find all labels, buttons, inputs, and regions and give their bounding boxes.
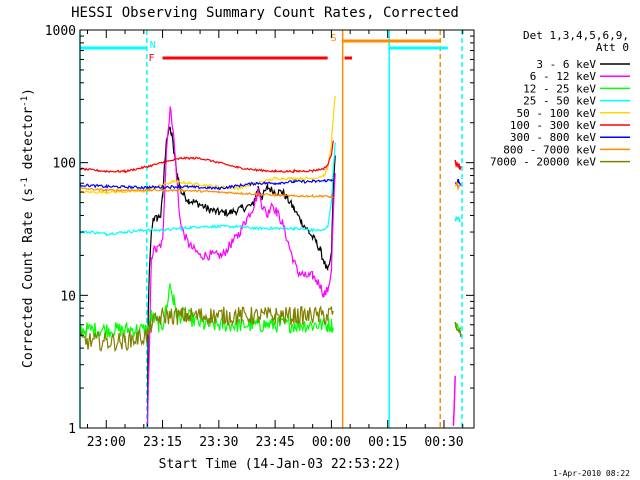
- flag-s-label: S: [331, 33, 337, 44]
- series-line-1: [146, 106, 336, 425]
- y-tick-label-3: 1000: [45, 24, 76, 39]
- series-line-8: [79, 305, 334, 353]
- plot-area: NF S 1 10 100 1000 23:00 23:15 23:30 23:45 00:00 00…: [45, 24, 475, 450]
- series-line-0: [146, 126, 336, 427]
- legend-header-line1: Det 1,3,4,5,6,9,: [523, 29, 629, 42]
- legend-label-3: 25 - 50 keV: [523, 95, 596, 108]
- x-tick-label-4: 00:00: [312, 435, 351, 450]
- series-line-4: [79, 95, 336, 195]
- x-tick-label-6: 00:30: [424, 435, 463, 450]
- legend-label-6: 300 - 800 keV: [510, 131, 596, 144]
- legend-label-8: 7000 - 20000 keV: [490, 156, 596, 169]
- y-tick-label-0: 1: [68, 422, 76, 437]
- flag-f-label: F: [149, 53, 155, 64]
- legend-label-4: 50 - 100 keV: [517, 107, 597, 120]
- series-tail-5: [454, 321, 462, 338]
- y-axis-label-sup2: -1: [20, 96, 30, 107]
- chart-title: HESSI Observing Summary Count Rates, Cor…: [71, 5, 459, 21]
- series-line-3: [79, 142, 336, 238]
- series-tail-2: [454, 181, 461, 192]
- flag-n-label: N: [150, 40, 156, 51]
- y-tick-label-1: 10: [60, 289, 76, 304]
- y-axis-label-main: Corrected Count Rate (s: [21, 188, 36, 368]
- legend-label-5: 100 - 300 keV: [510, 119, 596, 132]
- legend-label-0: 3 - 6 keV: [536, 58, 596, 71]
- y-axis-label-sup1: -1: [20, 177, 30, 188]
- y-axis-label: Corrected Count Rate (s-1 detector-1): [20, 88, 36, 368]
- y-tick-label-2: 100: [53, 157, 76, 172]
- x-axis-label: Start Time (14-Jan-03 22:53:22): [159, 457, 402, 472]
- series-line-6: [79, 178, 334, 191]
- legend-label-1: 6 - 12 keV: [530, 70, 597, 83]
- series-tail-6: [452, 375, 456, 426]
- series-line-2: [79, 283, 334, 340]
- y-axis-label-end: ): [21, 88, 36, 96]
- x-tick-label-1: 23:15: [143, 435, 182, 450]
- plot-frame: [79, 29, 475, 429]
- x-tick-label-3: 23:45: [256, 435, 295, 450]
- legend-header-line2: Att 0: [596, 41, 629, 54]
- y-axis-label-mid: detector: [21, 107, 36, 178]
- series-tail-0: [454, 159, 462, 170]
- legend-label-7: 800 - 7000 keV: [503, 143, 596, 156]
- legend-label-2: 12 - 25 keV: [523, 82, 596, 95]
- series-tail-3: [454, 215, 461, 223]
- footer-timestamp: 1-Apr-2010 08:22: [553, 469, 630, 478]
- series-line-5: [79, 140, 334, 174]
- series-line-7: [79, 187, 334, 199]
- x-tick-label-0: 23:00: [87, 435, 126, 450]
- x-tick-label-5: 00:15: [368, 435, 407, 450]
- x-tick-label-2: 23:30: [199, 435, 238, 450]
